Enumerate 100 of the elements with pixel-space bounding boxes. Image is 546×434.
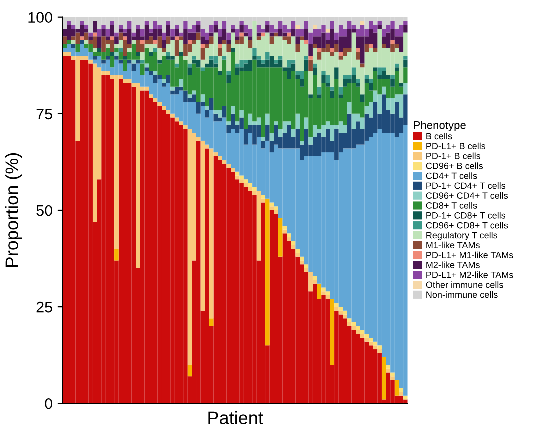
bar (364, 140, 370, 334)
bar (296, 71, 300, 76)
bar (184, 90, 188, 102)
legend-label: PD-L1+ M2-like TAMs (426, 272, 514, 278)
bar (144, 21, 150, 26)
bar (394, 17, 400, 29)
bar (386, 25, 391, 33)
bar (196, 32, 201, 41)
bar (188, 129, 192, 365)
bar (334, 68, 339, 80)
bar (252, 187, 257, 192)
bar (404, 68, 408, 84)
bar (378, 25, 382, 29)
bar (266, 25, 270, 33)
y-axis-title: Proportion (%) (5, 153, 22, 268)
bar (218, 28, 222, 37)
bar (369, 83, 374, 91)
bar (240, 21, 244, 26)
bar (118, 25, 124, 29)
bar (317, 52, 322, 60)
bar (296, 252, 300, 257)
bar (162, 48, 166, 52)
bar (270, 210, 274, 404)
bar (382, 68, 386, 72)
bar (92, 32, 98, 37)
bar (326, 44, 330, 52)
bar (394, 102, 400, 138)
bar (278, 21, 283, 29)
bar (200, 48, 206, 60)
bar (235, 176, 240, 180)
bar (390, 44, 395, 52)
bar (127, 83, 132, 404)
bar (330, 152, 335, 300)
bar (266, 126, 270, 141)
legend-label: CD4+ T cells (426, 172, 478, 180)
bar (248, 28, 253, 37)
bar (136, 60, 140, 64)
bar (184, 44, 188, 56)
bar (226, 75, 232, 84)
bar (270, 56, 274, 68)
legend-label: Non-immune cells (426, 291, 498, 298)
bar (282, 234, 288, 404)
bar (291, 129, 296, 138)
bar (214, 25, 218, 33)
bar (364, 79, 370, 84)
bar (92, 60, 98, 64)
bar (153, 28, 158, 41)
bar (218, 110, 222, 118)
legend-label: PD-L1+ B cells (426, 142, 486, 150)
bar (127, 28, 132, 44)
bar (322, 126, 326, 138)
bar (360, 94, 365, 102)
bar (256, 17, 262, 26)
bar (347, 79, 352, 84)
bar (179, 52, 184, 56)
bar (184, 60, 188, 91)
bar (304, 40, 309, 44)
bar (266, 52, 270, 60)
bar (287, 234, 292, 238)
bar (127, 60, 132, 64)
bar (71, 44, 76, 48)
bar (179, 90, 184, 122)
bar (162, 79, 166, 84)
bar (373, 25, 378, 33)
bar (394, 71, 400, 95)
bar (118, 40, 124, 48)
bar (317, 156, 322, 284)
bar (261, 17, 266, 29)
bar (390, 40, 395, 44)
bar (127, 64, 132, 80)
bar (282, 40, 288, 68)
bar (118, 52, 124, 60)
bar (338, 56, 344, 60)
bar (312, 68, 318, 76)
bar (240, 176, 244, 180)
bar (71, 28, 76, 37)
bar (226, 168, 232, 404)
bar (326, 86, 330, 122)
legend-label: CD96+ CD4+ T cells (426, 192, 508, 200)
bar (132, 64, 136, 72)
bar (200, 28, 206, 37)
bar (330, 21, 335, 29)
bar (399, 388, 404, 392)
bar (226, 164, 232, 168)
bar (114, 48, 119, 52)
bar (382, 17, 386, 29)
bar (184, 56, 188, 60)
bar (166, 21, 171, 26)
bar (373, 102, 378, 134)
bar (153, 21, 158, 29)
bar (338, 94, 344, 98)
bar (360, 25, 365, 37)
bar (106, 56, 110, 60)
bar (231, 25, 236, 29)
bar (149, 28, 154, 33)
bar (373, 346, 378, 350)
bar (184, 129, 188, 404)
bar (174, 36, 180, 41)
bar (214, 110, 218, 114)
bar (226, 71, 232, 76)
